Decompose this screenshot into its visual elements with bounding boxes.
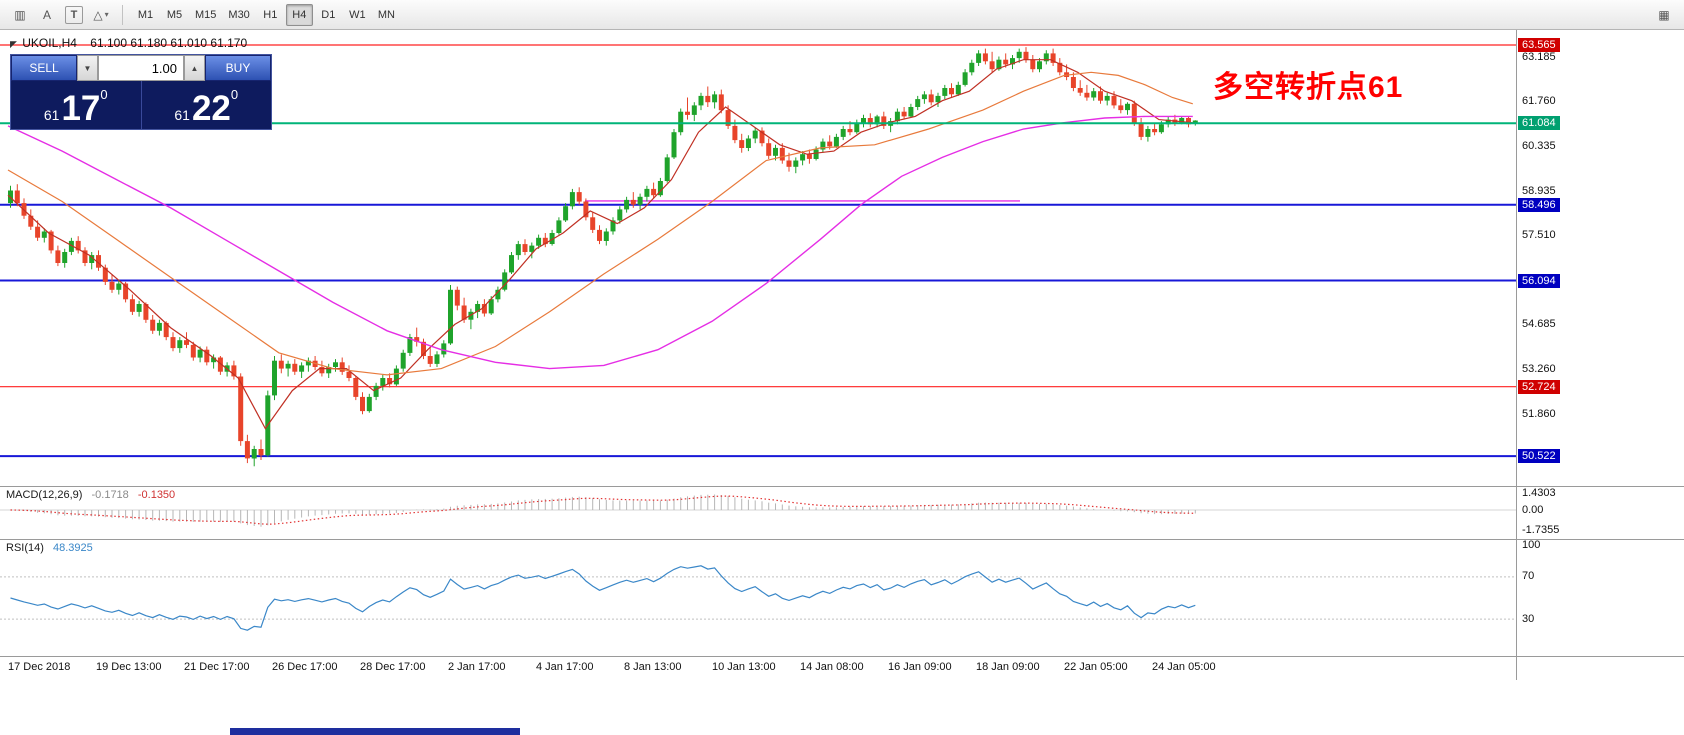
macd-tick-label: -1.7355 [1522, 523, 1560, 536]
chart-ohlc-label: 61.100 61.180 61.010 61.170 [90, 36, 248, 50]
macd-signal-value: -0.1350 [137, 489, 176, 501]
rsi-tick-label: 100 [1522, 538, 1541, 551]
time-tick-label: 22 Jan 05:00 [1064, 661, 1128, 673]
taskbar-strip [230, 728, 520, 735]
price-line-badge: 63.565 [1518, 38, 1560, 52]
timeframe-m1-button[interactable]: M1 [137, 8, 154, 21]
timeframe-h1-button[interactable]: H1 [263, 8, 278, 21]
timeframe-w1-button[interactable]: W1 [349, 8, 366, 21]
pane-separator [0, 656, 1684, 657]
pane-separator[interactable] [0, 486, 1684, 487]
buy-price-sup: 0 [230, 87, 239, 102]
price-line-badge: 52.724 [1518, 379, 1560, 394]
timeframe-mn-button[interactable]: MN [377, 8, 395, 21]
time-tick-label: 18 Jan 09:00 [976, 661, 1040, 673]
price-tick-label: 57.510 [1522, 229, 1556, 242]
price-chart[interactable] [0, 30, 1516, 486]
text-tool-icon[interactable]: T [65, 5, 83, 24]
time-tick-label: 10 Jan 13:00 [712, 661, 776, 673]
time-tick-label: 16 Jan 09:00 [888, 661, 952, 673]
time-tick-label: 21 Dec 17:00 [184, 661, 250, 673]
time-tick-label: 26 Dec 17:00 [272, 661, 338, 673]
timeframe-m30-button[interactable]: M30 [228, 8, 250, 21]
macd-tick-label: 0.00 [1522, 503, 1544, 516]
price-line-badge: 50.522 [1518, 449, 1560, 464]
price-line-badge: 56.094 [1518, 273, 1560, 288]
chart-title: ◤ UKOIL,H4 61.100 61.180 61.010 61.170 [10, 36, 247, 50]
rsi-tick-label: 30 [1522, 612, 1535, 625]
buy-price-big: 22 [191, 89, 231, 128]
rsi-pane[interactable] [0, 540, 1516, 656]
price-axis[interactable]: 63.185 61.760 60.335 58.935 57.510 54.685 53.2… [1516, 30, 1684, 680]
volume-input[interactable] [98, 55, 184, 81]
volume-dropdown-button[interactable]: ▼ [77, 55, 98, 81]
price-tick-label: 51.860 [1522, 407, 1556, 420]
macd-pane[interactable] [0, 487, 1516, 539]
buy-price[interactable]: 61 22 0 [142, 81, 272, 129]
time-tick-label: 14 Jan 08:00 [800, 661, 864, 673]
time-tick-label: 2 Jan 17:00 [448, 661, 506, 673]
shapes-dropdown-icon[interactable]: △ ▾ [93, 7, 109, 22]
sell-price-big: 17 [61, 89, 101, 128]
time-tick-label: 28 Dec 17:00 [360, 661, 426, 673]
price-line-badge: 61.084 [1518, 116, 1560, 131]
buy-price-prefix: 61 [174, 107, 190, 123]
time-tick-label: 24 Jan 05:00 [1152, 661, 1216, 673]
price-tick-label: 63.185 [1522, 50, 1556, 63]
chart-corner-icon: ◤ [10, 39, 17, 49]
macd-tick-label: 1.4303 [1522, 487, 1556, 500]
price-tick-label: 53.260 [1522, 363, 1556, 376]
sell-price-sup: 0 [100, 87, 108, 102]
volume-up-button[interactable]: ▲ [184, 55, 205, 81]
pane-separator[interactable] [0, 539, 1684, 540]
rsi-tick-label: 70 [1522, 570, 1535, 583]
time-tick-label: 17 Dec 2018 [8, 661, 71, 673]
price-line-badge: 58.496 [1518, 197, 1560, 212]
macd-main-value: -0.1718 [91, 489, 129, 501]
sell-price[interactable]: 61 17 0 [11, 81, 142, 129]
cursor-a-icon[interactable]: A [42, 7, 51, 22]
window-grid-icon[interactable]: ▦ [1658, 7, 1670, 22]
chart-symbol-label: UKOIL,H4 [22, 36, 77, 50]
chart-grid-icon[interactable]: ▥ [14, 7, 26, 22]
toolbar-divider [122, 4, 123, 25]
chart-annotation: 多空转折点61 [1213, 71, 1404, 104]
buy-button[interactable]: BUY [205, 55, 271, 81]
timeframe-d1-button[interactable]: D1 [321, 8, 336, 21]
timeframe-m15-button[interactable]: M15 [195, 8, 217, 21]
timeframe-m5-button[interactable]: M5 [166, 8, 183, 21]
rsi-value: 48.3925 [52, 542, 93, 554]
price-tick-label: 58.935 [1522, 184, 1556, 197]
time-axis[interactable]: 17 Dec 2018 19 Dec 13:00 21 Dec 17:00 26 De… [0, 657, 1516, 679]
time-tick-label: 19 Dec 13:00 [96, 661, 162, 673]
price-tick-label: 54.685 [1522, 318, 1556, 331]
one-click-trading-panel: SELL ▼ ▲ BUY 61 17 0 61 22 0 [10, 54, 272, 130]
timeframe-bar: M1 M5 M15 M30 H1 H4 D1 W1 MN [132, 3, 400, 26]
price-tick-label: 60.335 [1522, 140, 1556, 153]
axis-separator [1516, 30, 1517, 680]
chevron-down-icon: ▾ [104, 10, 109, 19]
timeframe-h4-button[interactable]: H4 [285, 3, 313, 26]
time-tick-label: 4 Jan 17:00 [536, 661, 594, 673]
rsi-label: RSI(14) 48.3925 [6, 542, 93, 554]
time-tick-label: 8 Jan 13:00 [624, 661, 682, 673]
sell-button[interactable]: SELL [11, 55, 77, 81]
macd-label: MACD(12,26,9) -0.1718 -0.1350 [6, 489, 176, 501]
sell-price-prefix: 61 [43, 107, 60, 123]
toolbar: ▥ A T △ ▾ M1 M5 M15 M30 H1 H4 D1 W1 MN ▦ [0, 0, 1684, 30]
price-tick-label: 61.760 [1522, 95, 1556, 108]
